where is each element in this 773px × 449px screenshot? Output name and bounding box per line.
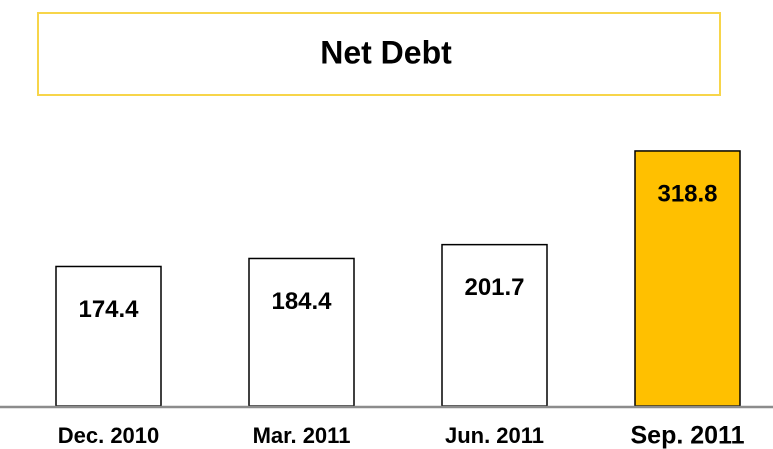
x-tick-label: Sep. 2011 [631, 422, 745, 449]
value-label: 201.7 [464, 274, 524, 301]
bars: 174.4 184.4 201.7 318.8 [55, 150, 741, 407]
x-tick-label: Dec. 2010 [58, 423, 160, 448]
x-tick-label: Jun. 2011 [445, 423, 544, 448]
value-label: 184.4 [271, 288, 332, 315]
bar [248, 257, 355, 407]
chart-title: Net Debt [320, 34, 452, 70]
title-box [37, 12, 721, 96]
bar [634, 150, 741, 407]
bar [441, 243, 548, 407]
bar [55, 265, 162, 407]
value-label: 318.8 [657, 180, 717, 207]
value-label: 174.4 [78, 296, 139, 323]
x-tick-label: Mar. 2011 [253, 423, 351, 448]
